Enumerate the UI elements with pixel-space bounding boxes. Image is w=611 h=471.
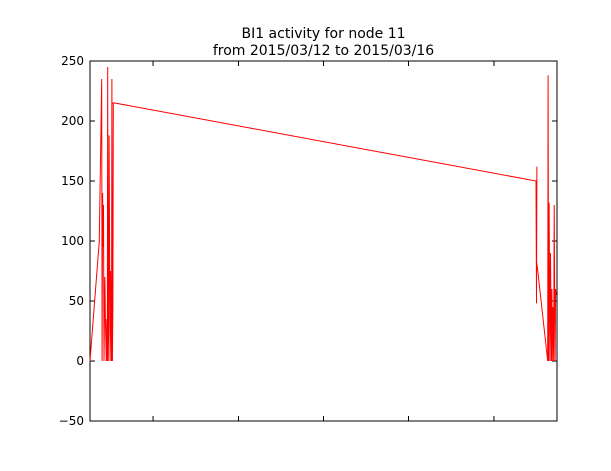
y-tick-label: −50 (59, 414, 84, 428)
chart-subtitle: from 2015/03/12 to 2015/03/16 (212, 43, 435, 59)
y-tick-label: 250 (61, 54, 84, 68)
plot-frame (89, 60, 558, 422)
y-tick-label: 150 (61, 174, 84, 188)
y-tick-label: 50 (69, 294, 84, 308)
chart-title: BI1 activity for node 11 (241, 26, 406, 42)
y-tick-label: 200 (61, 114, 84, 128)
y-tick-label: 0 (76, 354, 84, 368)
series-line-0 (89, 66, 557, 362)
y-tick-label: 100 (61, 234, 84, 248)
